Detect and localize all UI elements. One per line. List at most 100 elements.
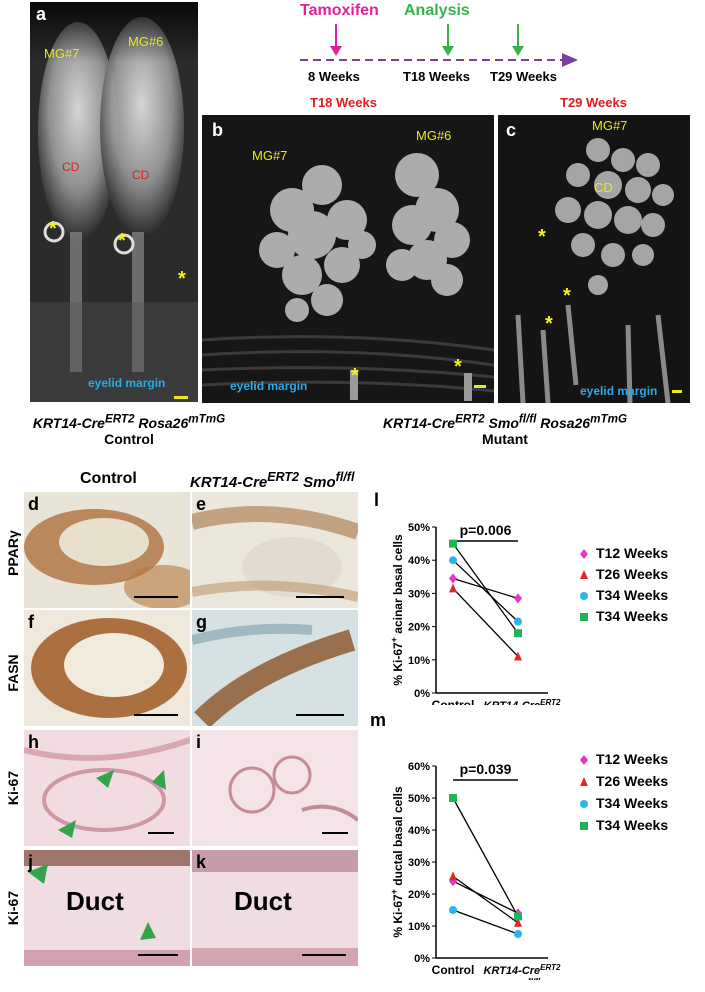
panel-a-star2: * — [118, 230, 126, 252]
panel-c-star3: * — [545, 313, 553, 335]
panel-l-letter: l — [374, 490, 380, 510]
series-line — [452, 797, 519, 917]
timeline-t29-weeks: T29 Weeks — [490, 69, 557, 84]
legend-entry: T12 Weeks — [596, 751, 668, 767]
scale-bar-g — [296, 714, 344, 716]
timeline-8-weeks: 8 Weeks — [308, 69, 360, 84]
legend-marker — [580, 592, 588, 600]
y-tick-label: 0% — [414, 688, 430, 700]
panel-c-micrograph — [498, 115, 690, 403]
data-point — [514, 917, 522, 927]
panel-c-mg7: MG#7 — [592, 118, 628, 133]
panel-h-letter: h — [28, 732, 39, 752]
scale-bar-j — [138, 954, 178, 956]
panel-e-image — [192, 492, 358, 608]
data-point — [449, 573, 457, 584]
legend-marker — [580, 800, 588, 808]
panel-b-scale-bar — [474, 385, 486, 388]
panel-k-letter: k — [196, 852, 207, 872]
ihc-row-ki67-1: Ki-67 — [5, 770, 21, 806]
series-line — [452, 543, 519, 634]
panel-b-letter: b — [212, 120, 223, 140]
x-category-control: Control — [432, 963, 475, 977]
panel-h-image — [24, 730, 190, 846]
panel-i-letter: i — [196, 732, 202, 752]
panel-b-heading: T18 Weeks — [310, 95, 377, 110]
data-point — [514, 617, 522, 626]
panel-j-letter: j — [28, 852, 34, 872]
control-word: Control — [104, 430, 154, 447]
duct-label-j: Duct — [66, 886, 124, 916]
panel-c-heading: T29 Weeks — [560, 95, 627, 110]
ihc-col-mutant: KRT14-CreERT2 Smofl/fl — [190, 470, 355, 491]
panel-a-mg7: MG#7 — [44, 46, 80, 61]
scale-bar-k — [302, 954, 346, 956]
duct-label-k: Duct — [234, 886, 292, 916]
data-point — [514, 593, 522, 604]
panel-b-image — [202, 115, 494, 403]
panel-e-letter: e — [196, 494, 207, 514]
pvalue-label: p=0.039 — [460, 761, 512, 777]
y-tick-label: 30% — [408, 857, 430, 869]
legend-marker — [580, 549, 588, 559]
legend-marker — [580, 570, 588, 579]
y-tick-label: 60% — [408, 761, 430, 773]
legend-entry: T26 Weeks — [596, 566, 668, 582]
y-tick-label: 20% — [408, 889, 430, 901]
x-category-mutant: KRT14-CreERT2 — [484, 698, 562, 705]
series-line — [452, 880, 519, 914]
data-point — [449, 871, 457, 881]
scale-bar-d — [134, 596, 178, 598]
panel-b-star1: * — [351, 365, 359, 387]
y-tick-label: 40% — [408, 825, 430, 837]
panel-g-letter: g — [196, 612, 207, 632]
data-point — [449, 539, 457, 548]
y-tick-label: 10% — [408, 655, 430, 667]
panel-a-cd2: CD — [132, 168, 150, 182]
scale-bar-e — [296, 596, 344, 598]
panel-a-star3: * — [178, 268, 186, 290]
y-tick-label: 50% — [408, 793, 430, 805]
y-tick-label: 40% — [408, 555, 430, 567]
panel-c-star2: * — [563, 285, 571, 307]
scale-bar-h — [148, 832, 174, 834]
panel-d-image — [24, 492, 190, 608]
y-axis-label: % Ki-67+ acinar basal cells — [389, 534, 405, 686]
mutant-word: Mutant — [482, 430, 528, 447]
data-point — [514, 651, 522, 661]
legend-marker — [580, 777, 588, 786]
legend-entry: T34 Weeks — [596, 587, 668, 603]
panel-b-mg6: MG#6 — [416, 128, 452, 143]
legend-entry: T26 Weeks — [596, 773, 668, 789]
panel-b-micrograph — [202, 115, 494, 403]
panel-m-letter: m — [370, 710, 387, 730]
panel-b-star2: * — [454, 356, 462, 378]
legend-entry: T34 Weeks — [596, 817, 668, 833]
panel-a-letter: a — [36, 4, 47, 24]
data-point — [449, 906, 457, 914]
ihc-row-ki67-2: Ki-67 — [5, 890, 21, 926]
series-line — [452, 875, 519, 924]
panel-a-mg6: MG#6 — [128, 34, 164, 49]
panel-a-eyelid-margin: eyelid margin — [88, 376, 166, 390]
panel-c-scale-bar — [672, 390, 682, 393]
panel-f-letter: f — [28, 612, 34, 632]
data-point — [449, 794, 457, 802]
panel-a-image — [30, 2, 198, 402]
legend-marker — [580, 755, 588, 765]
ihc-col-control: Control — [80, 470, 137, 487]
y-tick-label: 20% — [408, 622, 430, 634]
timeline-t18-weeks: T18 Weeks — [403, 69, 470, 84]
panel-a-scale-bar — [174, 396, 188, 399]
panel-k-image — [192, 850, 358, 966]
legend-entry: T34 Weeks — [596, 608, 668, 624]
legend-entry: T34 Weeks — [596, 795, 668, 811]
series-line — [452, 909, 519, 935]
panel-b-eyelid-margin: eyelid margin — [230, 379, 308, 393]
panel-f-image — [24, 610, 190, 726]
y-tick-label: 10% — [408, 921, 430, 933]
pvalue-label: p=0.006 — [460, 522, 512, 538]
y-tick-label: 50% — [408, 522, 430, 534]
panel-a-cd1: CD — [62, 160, 80, 174]
chart-l: 0% 10% 20% 30% 40% 50%% Ki-67+ acinar basal c… — [389, 522, 668, 705]
